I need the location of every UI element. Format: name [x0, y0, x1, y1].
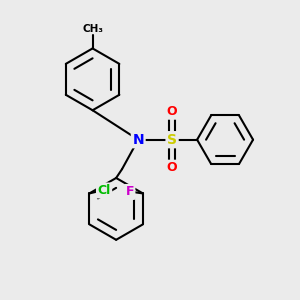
- Text: F: F: [125, 185, 134, 199]
- Text: Cl: Cl: [98, 184, 111, 197]
- Text: O: O: [167, 105, 177, 118]
- Text: CH₃: CH₃: [82, 24, 103, 34]
- Text: O: O: [167, 161, 177, 174]
- Text: N: N: [132, 133, 144, 147]
- Text: S: S: [167, 133, 177, 147]
